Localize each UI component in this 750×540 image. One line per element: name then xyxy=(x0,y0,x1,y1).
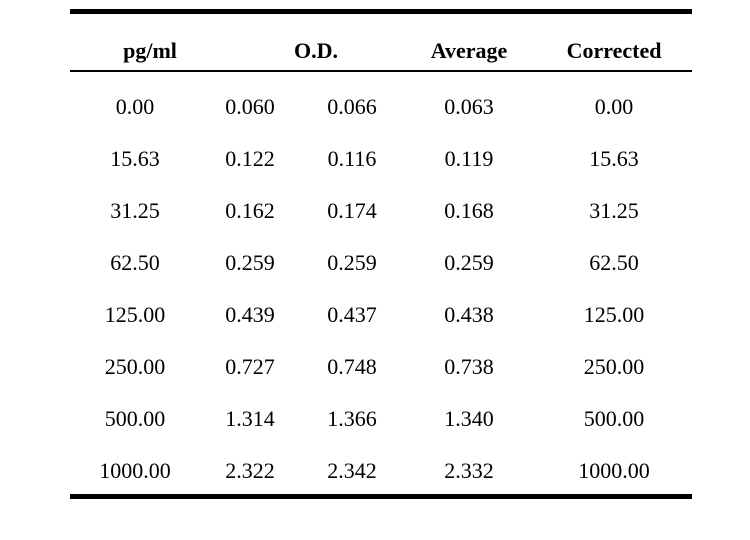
cell-average: 0.738 xyxy=(444,354,494,379)
header-rule xyxy=(70,70,692,72)
cell-od-2: 0.066 xyxy=(327,94,377,119)
cell-corrected: 15.63 xyxy=(589,146,639,171)
header-corrected: Corrected xyxy=(566,38,662,63)
cell-od-2: 0.748 xyxy=(327,354,377,379)
cell-concentration: 0.00 xyxy=(115,94,155,119)
header-average: Average xyxy=(430,38,508,63)
cell-concentration: 15.63 xyxy=(110,146,160,171)
header-concentration: pg/ml xyxy=(123,38,177,63)
table-row: 31.25 0.162 0.174 0.168 31.25 xyxy=(70,198,692,228)
cell-od-1: 0.162 xyxy=(225,198,275,223)
cell-concentration: 125.00 xyxy=(104,302,166,327)
cell-concentration: 31.25 xyxy=(110,198,160,223)
cell-od-1: 0.439 xyxy=(225,302,275,327)
cell-corrected: 500.00 xyxy=(583,406,645,431)
cell-concentration: 500.00 xyxy=(104,406,166,431)
cell-od-1: 0.060 xyxy=(225,94,275,119)
table-row: 15.63 0.122 0.116 0.119 15.63 xyxy=(70,146,692,176)
table-row: 1000.00 2.322 2.342 2.332 1000.00 xyxy=(70,458,692,488)
table-row: 500.00 1.314 1.366 1.340 500.00 xyxy=(70,406,692,436)
cell-average: 0.438 xyxy=(444,302,494,327)
cell-corrected: 125.00 xyxy=(583,302,645,327)
table-header: pg/ml O.D. Average Corrected xyxy=(70,14,692,70)
table-bottom-rule xyxy=(70,494,692,499)
header-od: O.D. xyxy=(294,38,338,63)
cell-corrected: 250.00 xyxy=(583,354,645,379)
cell-od-1: 0.259 xyxy=(225,250,275,275)
cell-od-2: 0.174 xyxy=(327,198,377,223)
table-row: 125.00 0.439 0.437 0.438 125.00 xyxy=(70,302,692,332)
cell-od-2: 0.259 xyxy=(327,250,377,275)
table-row: 62.50 0.259 0.259 0.259 62.50 xyxy=(70,250,692,280)
standard-curve-table: pg/ml O.D. Average Corrected 0.00 0.060 … xyxy=(70,9,692,499)
cell-concentration: 62.50 xyxy=(110,250,160,275)
cell-average: 1.340 xyxy=(444,406,494,431)
cell-corrected: 62.50 xyxy=(589,250,639,275)
table-row: 0.00 0.060 0.066 0.063 0.00 xyxy=(70,94,692,124)
cell-corrected: 1000.00 xyxy=(578,458,650,483)
cell-od-2: 0.116 xyxy=(327,146,377,171)
cell-od-1: 2.322 xyxy=(225,458,275,483)
cell-od-2: 0.437 xyxy=(327,302,377,327)
cell-corrected: 0.00 xyxy=(594,94,634,119)
cell-average: 0.063 xyxy=(444,94,494,119)
cell-concentration: 1000.00 xyxy=(99,458,171,483)
cell-concentration: 250.00 xyxy=(104,354,166,379)
cell-od-1: 0.122 xyxy=(225,146,275,171)
table-top-rule xyxy=(70,9,692,14)
cell-average: 0.259 xyxy=(444,250,494,275)
table-body: 0.00 0.060 0.066 0.063 0.00 15.63 0.122 … xyxy=(70,72,692,492)
cell-od-2: 2.342 xyxy=(327,458,377,483)
cell-average: 0.168 xyxy=(444,198,494,223)
cell-average: 2.332 xyxy=(444,458,494,483)
table-row: 250.00 0.727 0.748 0.738 250.00 xyxy=(70,354,692,384)
cell-od-2: 1.366 xyxy=(327,406,377,431)
cell-corrected: 31.25 xyxy=(589,198,639,223)
cell-od-1: 0.727 xyxy=(225,354,275,379)
cell-od-1: 1.314 xyxy=(225,406,275,431)
cell-average: 0.119 xyxy=(444,146,494,171)
